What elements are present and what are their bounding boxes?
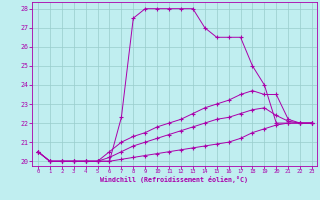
X-axis label: Windchill (Refroidissement éolien,°C): Windchill (Refroidissement éolien,°C) [100, 176, 248, 183]
